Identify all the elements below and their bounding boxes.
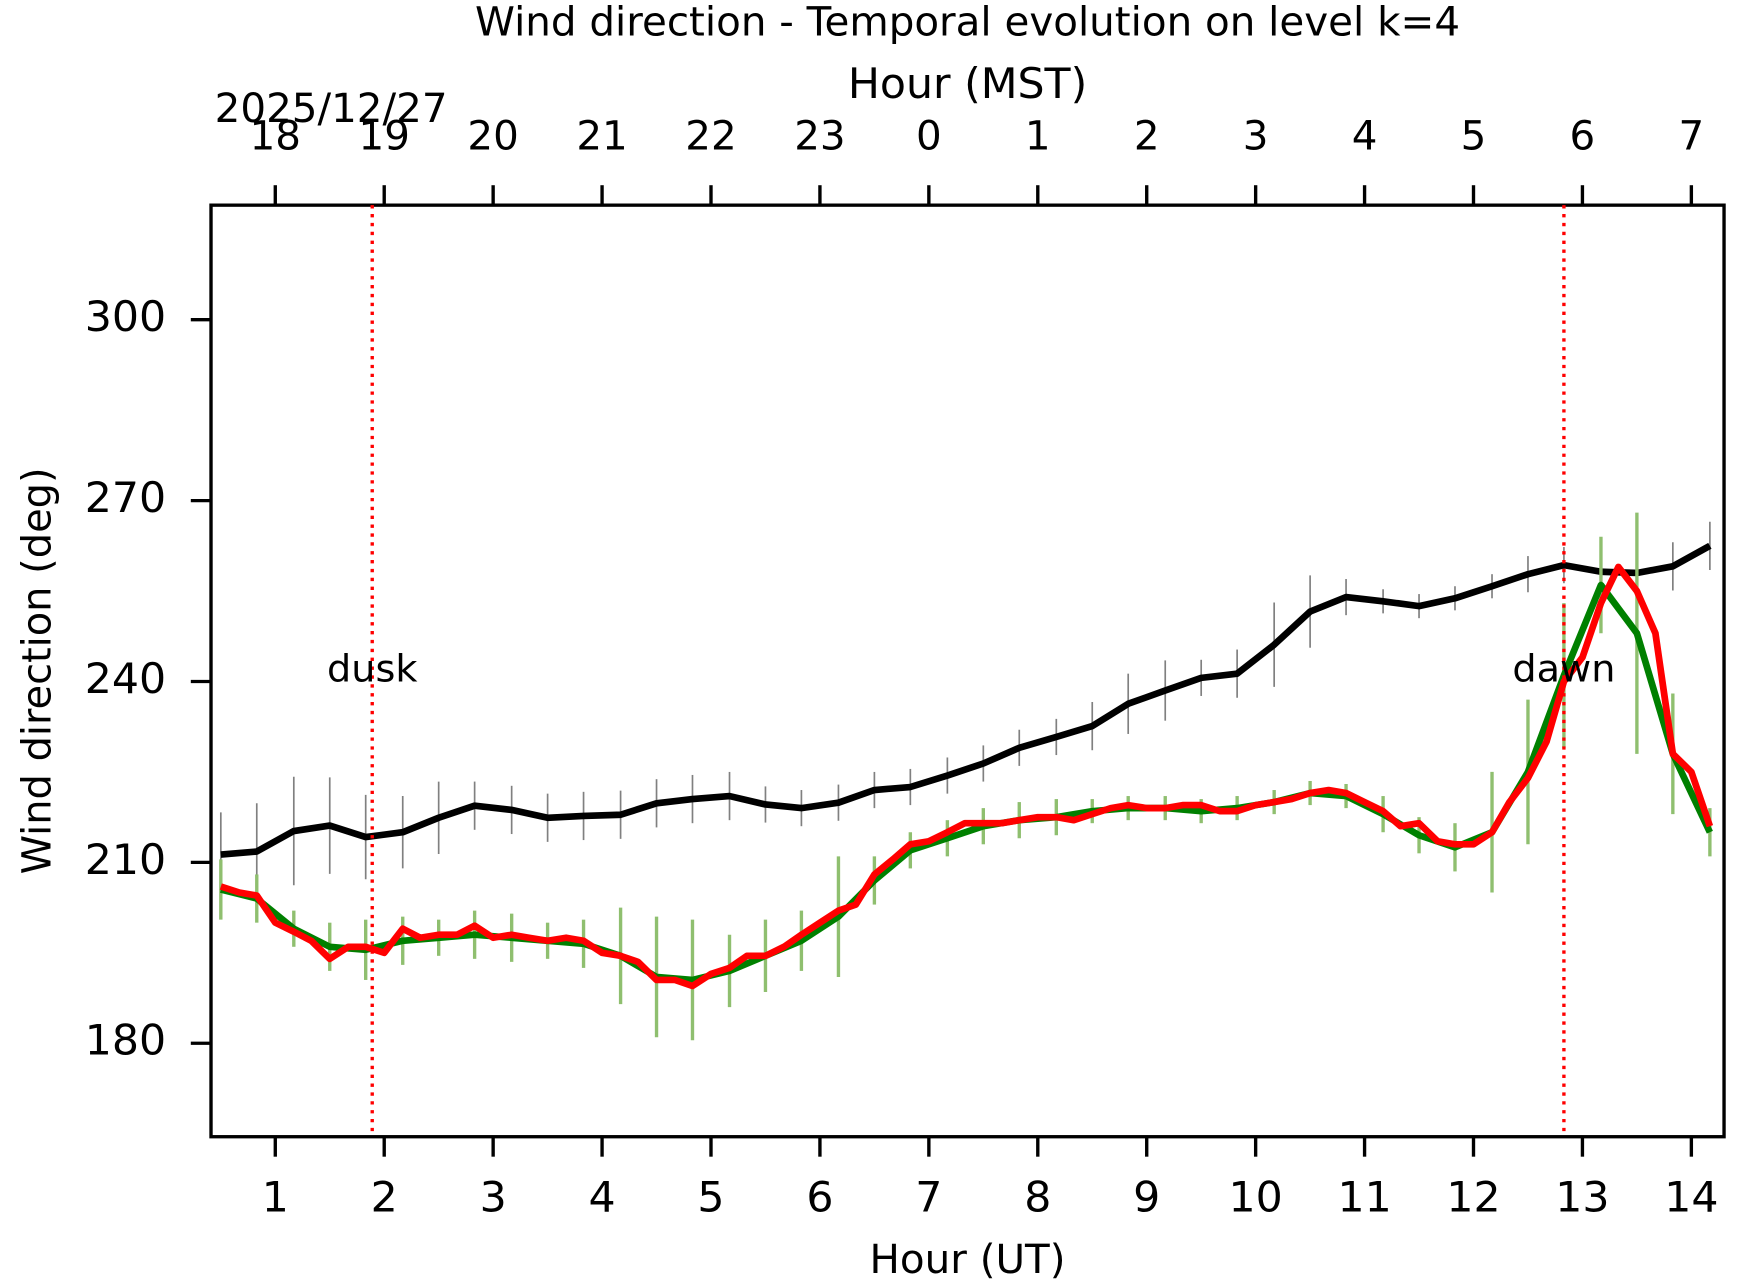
- y-tick-label: 270: [85, 473, 166, 522]
- event-label: dawn: [1512, 647, 1615, 691]
- x-tick-label: 1: [262, 1173, 289, 1222]
- x-tick-label: 14: [1664, 1173, 1718, 1222]
- top-tick-label: 18: [250, 114, 301, 160]
- top-tick-label: 20: [467, 114, 518, 160]
- top-tick-label: 4: [1352, 114, 1378, 160]
- top-tick-label: 6: [1570, 114, 1596, 160]
- x-tick-label: 12: [1446, 1173, 1500, 1222]
- y-axis-label: Wind direction (deg): [14, 467, 60, 874]
- top-tick-label: 2: [1134, 114, 1160, 160]
- x-tick-label: 3: [480, 1173, 507, 1222]
- top-tick-label: 21: [576, 114, 627, 160]
- plot-area: [219, 512, 1714, 1041]
- x-tick-label: 6: [806, 1173, 833, 1222]
- plot-frame: [209, 203, 1726, 1139]
- top-tick-label: 0: [916, 114, 942, 160]
- x-tick-label: 9: [1133, 1173, 1160, 1222]
- y-tick-label: 180: [85, 1016, 166, 1065]
- y-tick-label: 240: [85, 654, 166, 703]
- x-tick-label: 2: [371, 1173, 398, 1222]
- y-tick-label: 300: [85, 292, 166, 341]
- x-tick-label: 10: [1229, 1173, 1283, 1222]
- top-tick-label: 22: [685, 114, 736, 160]
- top-tick-label: 5: [1461, 114, 1487, 160]
- x-tick-label: 11: [1337, 1173, 1391, 1222]
- x-tick-label: 7: [915, 1173, 942, 1222]
- series-line: [219, 581, 1713, 984]
- top-tick-label: 23: [794, 114, 845, 160]
- x-tick-label: 5: [697, 1173, 724, 1222]
- top-tick-label: 1: [1025, 114, 1051, 160]
- top-tick-label: 7: [1679, 114, 1705, 160]
- x-tick-label: 8: [1024, 1173, 1051, 1222]
- x-tick-label: 13: [1555, 1173, 1609, 1222]
- event-label: dusk: [327, 647, 417, 691]
- x-axis-label: Hour (UT): [870, 1237, 1066, 1282]
- date-label: 2025/12/27: [215, 86, 448, 132]
- series-line: [220, 542, 1712, 858]
- top-tick-label: 19: [359, 114, 410, 160]
- y-tick-label: 210: [85, 835, 166, 884]
- top-tick-label: 3: [1243, 114, 1269, 160]
- x-tick-label: 4: [589, 1173, 616, 1222]
- top-axis-label: Hour (MST): [848, 59, 1087, 108]
- chart-title: Wind direction - Temporal evolution on l…: [475, 0, 1460, 45]
- series-line: [219, 563, 1714, 990]
